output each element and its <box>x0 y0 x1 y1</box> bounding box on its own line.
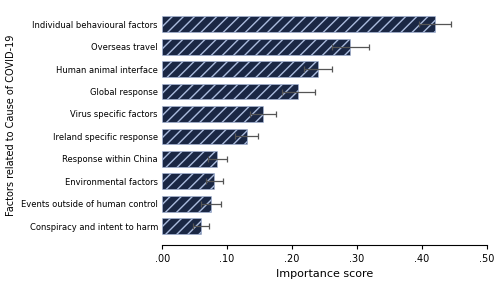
Bar <box>162 174 214 189</box>
X-axis label: Importance score: Importance score <box>276 269 373 280</box>
Bar <box>162 151 218 167</box>
Y-axis label: Factors related to Cause of COVID-19: Factors related to Cause of COVID-19 <box>6 34 16 216</box>
Bar <box>162 218 201 234</box>
Bar <box>162 196 211 211</box>
Bar <box>162 61 318 77</box>
Bar <box>162 106 263 122</box>
Bar <box>162 39 350 54</box>
Bar <box>162 84 298 99</box>
Bar <box>162 17 435 32</box>
Bar <box>162 129 246 144</box>
